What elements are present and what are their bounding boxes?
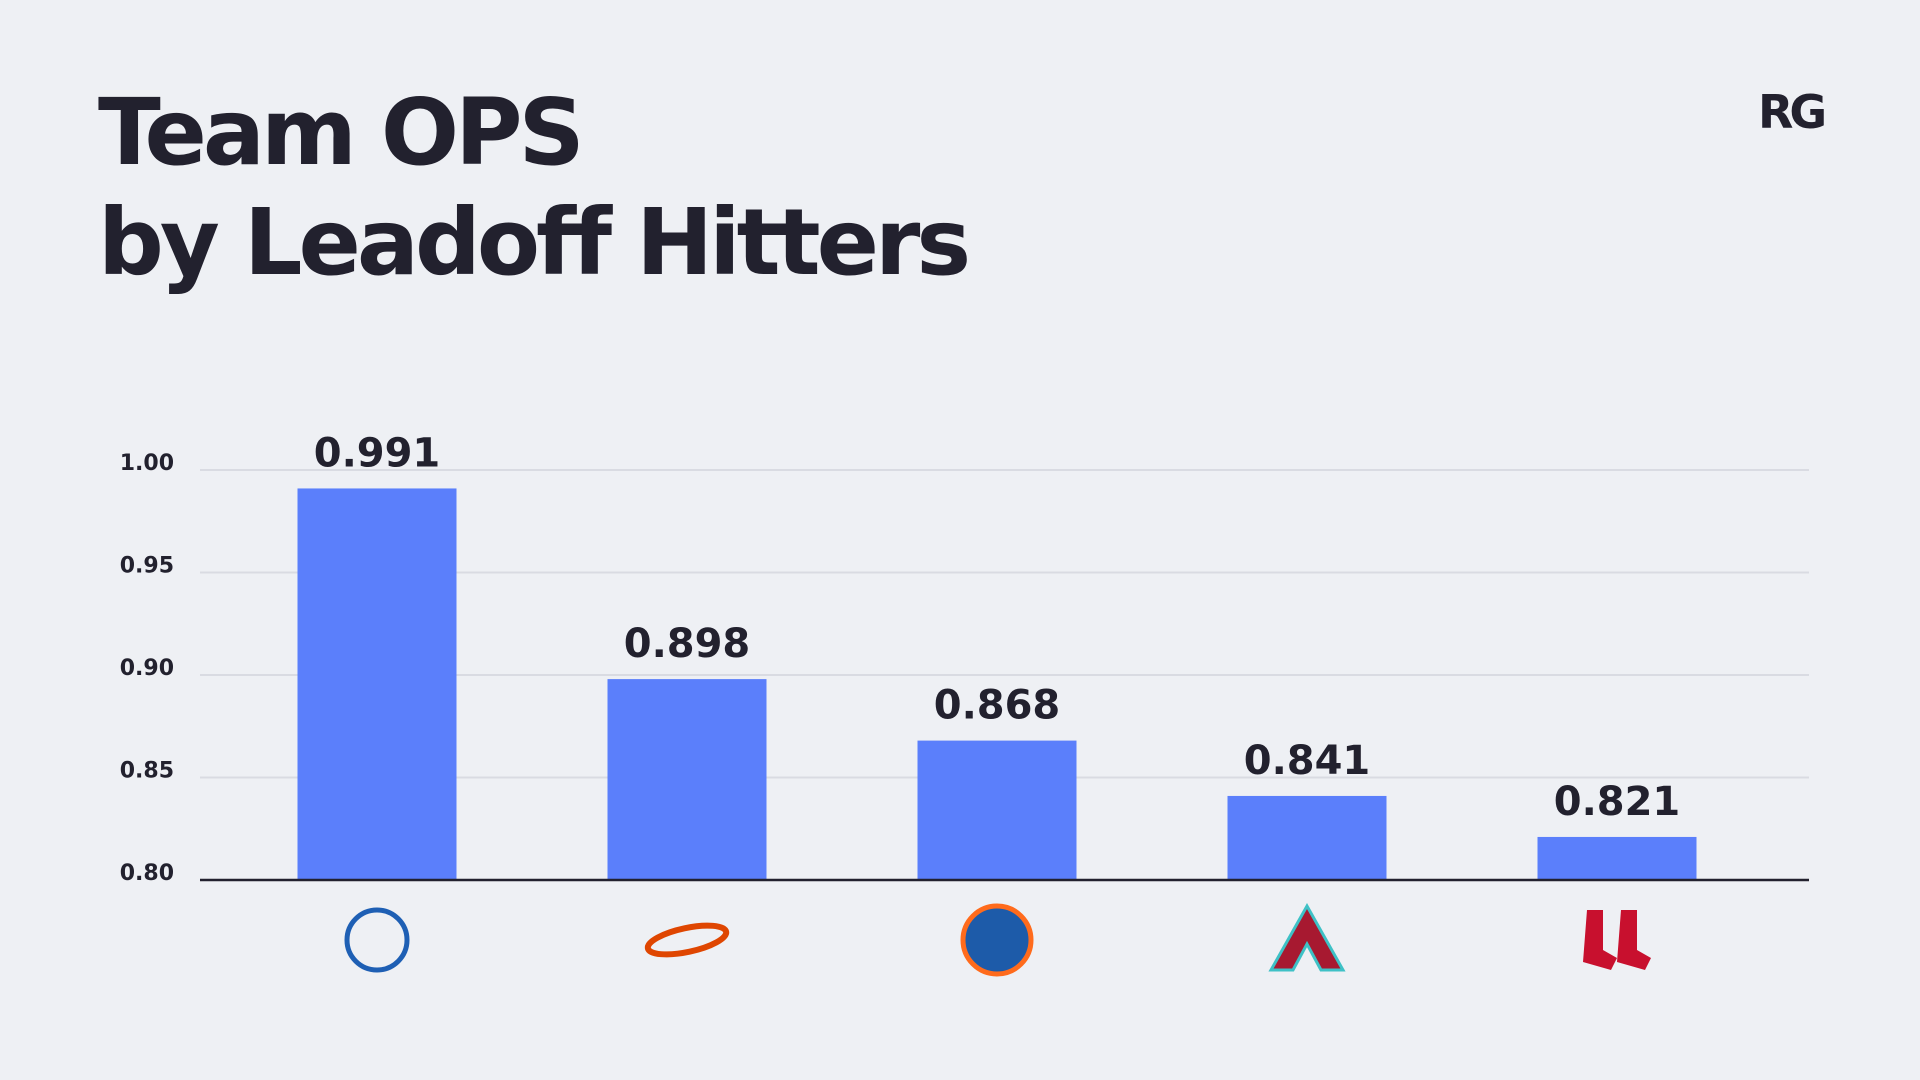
bar <box>1227 795 1387 880</box>
bar <box>1537 836 1697 880</box>
chart-title: by Leadoff Hitters <box>98 189 967 296</box>
y-tick-label: 0.80 <box>120 861 174 886</box>
value-label: 0.841 <box>1244 738 1371 784</box>
team-logo <box>644 922 730 958</box>
team-logo <box>1617 910 1651 970</box>
value-label: 0.868 <box>934 683 1061 729</box>
team-logo <box>1268 902 1346 972</box>
team-logo <box>1583 910 1651 970</box>
team-logo <box>1268 902 1346 972</box>
brand-logo: RG <box>1758 85 1824 139</box>
team-logo <box>644 922 730 958</box>
value-label: 0.821 <box>1554 779 1681 825</box>
team-logo <box>960 903 1034 977</box>
y-tick-label: 0.90 <box>120 656 174 681</box>
team-logo <box>344 907 410 973</box>
y-tick-label: 0.85 <box>120 759 174 784</box>
value-label: 0.898 <box>624 621 751 667</box>
team-logo <box>960 903 1034 977</box>
team-logo <box>1583 910 1617 970</box>
y-tick-label: 0.95 <box>120 554 174 579</box>
value-label: 0.991 <box>314 430 441 476</box>
bar <box>917 740 1077 880</box>
bar <box>607 679 767 880</box>
chart-title: Team OPS <box>98 79 581 186</box>
team-logo <box>344 907 410 973</box>
bar <box>297 488 457 880</box>
y-tick-label: 1.00 <box>120 451 174 476</box>
